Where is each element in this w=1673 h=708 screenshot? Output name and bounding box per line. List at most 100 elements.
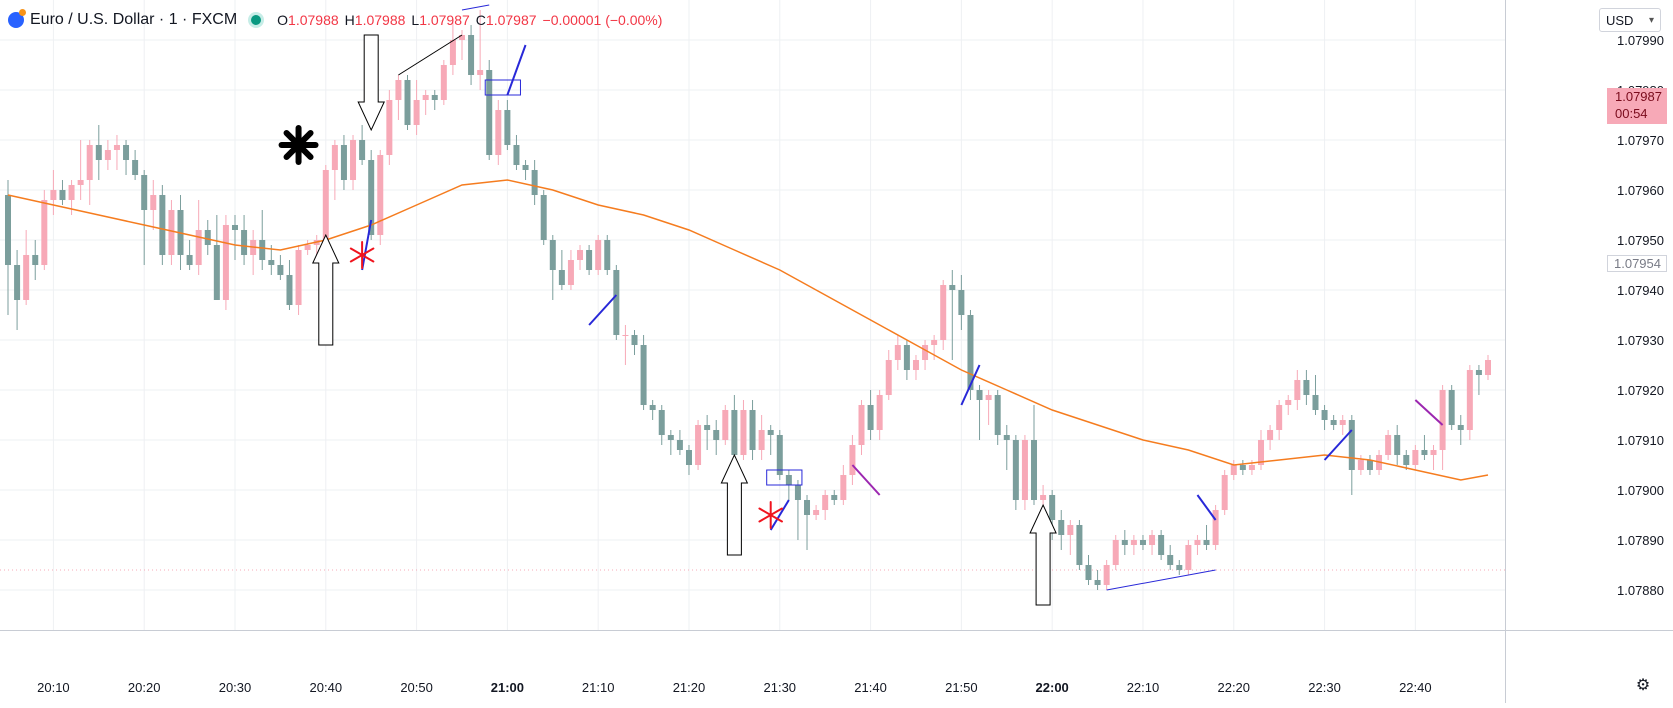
trend-line-drawing [398,34,463,76]
candle-body [1158,535,1165,555]
candle-body [1103,565,1110,585]
candle-body [776,435,783,475]
trend-line-drawing [769,499,790,531]
x-tick-label: 22:20 [1217,680,1250,695]
candle-body [822,495,829,510]
currency-select[interactable]: USD ▾ [1599,8,1661,32]
candle-body [876,395,883,430]
candle-body [1230,465,1237,475]
trend-line-drawing [1414,399,1444,426]
candle-body [104,150,111,160]
current-price-badge: 1.07987 00:54 [1607,88,1667,124]
candle-body [259,240,266,260]
candle-body [1076,525,1083,565]
candle-body [1094,580,1101,585]
candle-body [676,440,683,450]
candle-body [1475,370,1482,375]
y-tick-label: 1.07970 [1617,133,1664,148]
candle-body [631,335,638,345]
candle-body [722,410,729,440]
moving-average [7,179,1489,481]
candle-body [1003,435,1010,440]
candle-body [558,270,565,285]
candle-body [513,145,520,165]
candle-body [77,180,84,185]
candle-body [922,345,929,360]
candle-body [577,250,584,260]
reference-price-badge: 1.07954 [1607,255,1667,272]
candle-body [804,500,811,515]
candle-body [1321,410,1328,420]
candle-body [522,165,529,170]
candle-body [1221,475,1228,510]
candle-body [785,475,792,485]
candle-body [1330,420,1337,425]
y-tick-label: 1.07880 [1617,583,1664,598]
candle-body [431,95,438,100]
moving-average-line [7,179,1489,481]
candle-body [304,245,311,250]
candle-body [985,395,992,400]
candle-body [395,80,402,100]
candle-body [123,145,130,160]
gear-icon[interactable]: ⚙ [1635,677,1651,694]
candle-body [595,240,602,270]
candle-body [958,290,965,315]
candle-body [1112,540,1119,565]
symbol-title[interactable]: Euro / U.S. Dollar · 1 · FXCM [30,11,238,28]
x-tick-label: 20:20 [128,680,161,695]
x-tick-label: 22:40 [1399,680,1432,695]
candle-body [159,195,166,255]
drawings [278,4,1444,606]
candle-body [713,430,720,440]
candle-body [749,410,756,450]
trend-line-drawing [588,294,618,326]
candle-body [1058,520,1065,535]
trend-line-drawing [1323,429,1353,461]
candle-body [458,35,465,40]
open-value: 1.07988 [288,12,339,28]
candle-body [1031,440,1038,500]
candle-body [1339,420,1346,425]
candle-body [413,100,420,125]
y-tick-label: 1.07940 [1617,283,1664,298]
candle-body [695,425,702,465]
arrow-up-drawing [720,453,749,556]
trend-line-drawing [506,44,527,96]
candle-body [858,405,865,445]
high-label: H [344,12,355,28]
star-stroke [349,247,375,263]
candle-body [885,360,892,395]
candles [5,10,1491,590]
chevron-down-icon: ▾ [1648,14,1654,26]
candle-body [1394,435,1401,455]
candle-body [1294,380,1301,400]
candle-body [894,345,901,360]
candle-body [1121,540,1128,545]
current-price: 1.07987 [1615,89,1662,104]
y-tick-label: 1.07960 [1617,183,1664,198]
y-tick-label: 1.07900 [1617,483,1664,498]
trend-line-drawing [851,464,881,496]
legend-header: Euro / U.S. Dollar · 1 · FXCM O 1.07988 … [8,8,668,32]
candle-body [14,265,21,300]
currency-label: USD [1606,12,1634,28]
star-stroke [283,129,314,161]
candle-body [1203,540,1210,545]
arrow-down-drawing [357,34,385,132]
trend-line-drawing [461,4,490,11]
candle-body [704,425,711,430]
high-value: 1.07988 [354,12,406,28]
candle-body [1412,450,1419,465]
candle-body [1212,510,1219,545]
x-tick-label: 21:30 [764,680,797,695]
candle-body [949,285,956,290]
candle-body [931,340,938,345]
candle-body [241,230,248,255]
x-tick-label: 21:20 [673,680,706,695]
asterisk-drawing [278,125,319,165]
trend-line-drawing [960,364,981,406]
x-tick-label: 22:10 [1127,680,1160,695]
